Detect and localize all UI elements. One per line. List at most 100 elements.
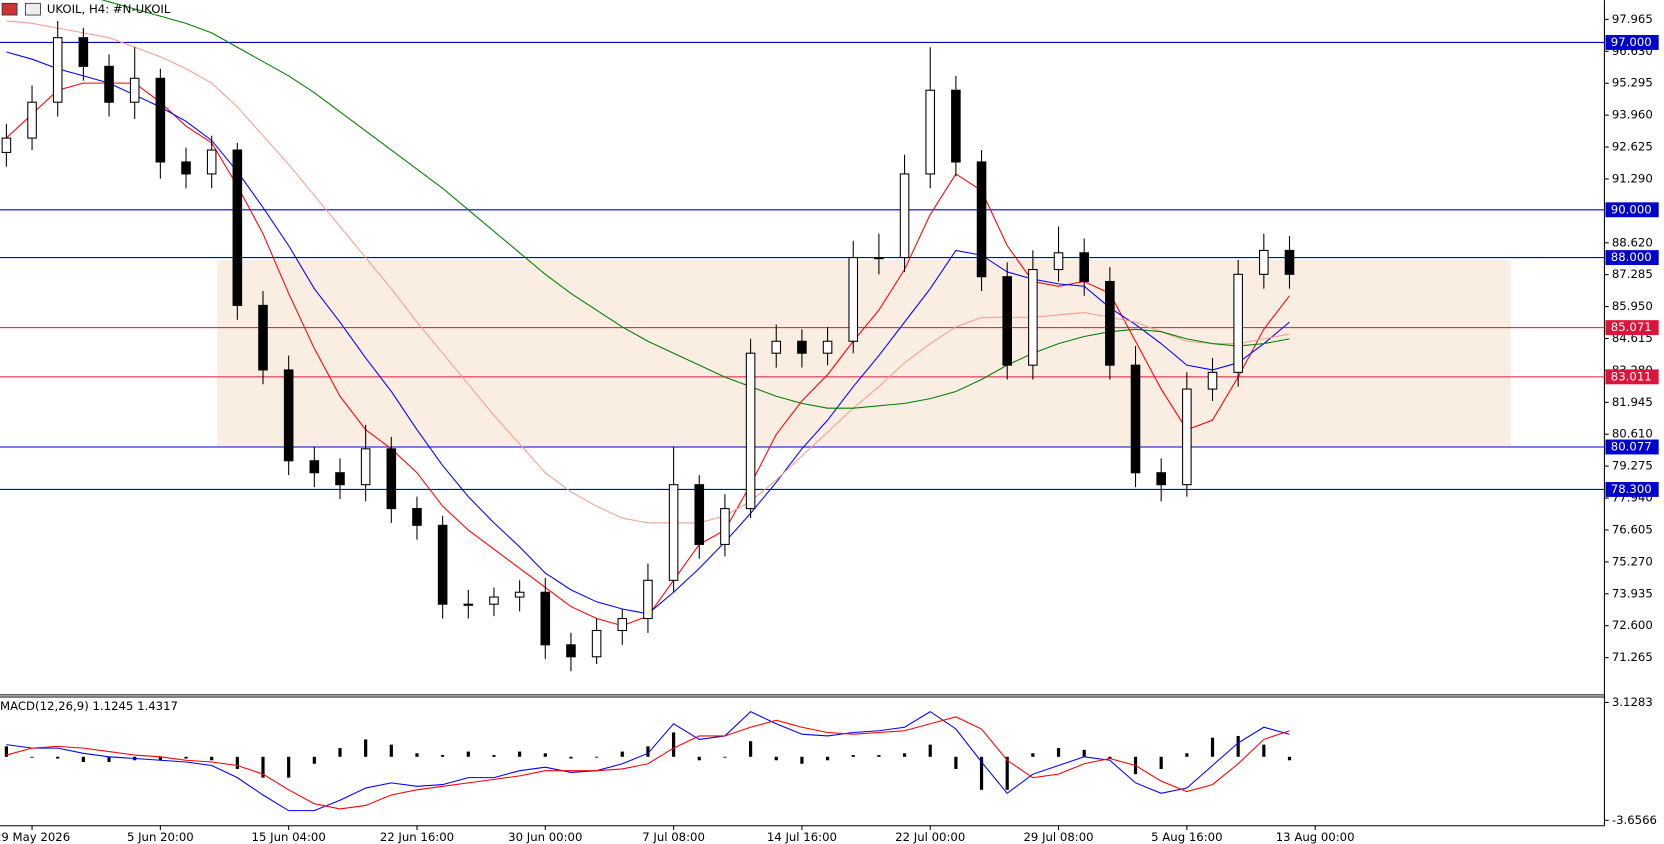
histogram-bar [56, 756, 60, 759]
macd-line [6, 716, 1290, 810]
histogram-bar [1236, 735, 1240, 757]
candle-body [27, 101, 37, 139]
histogram-bar [620, 751, 624, 757]
y-tick-label: 79.275 [1612, 459, 1653, 473]
candle-body [1028, 269, 1038, 366]
x-tick-label: 29 Jul 08:00 [1023, 830, 1093, 844]
candle-body [258, 304, 268, 371]
level-label-box [1605, 320, 1659, 336]
zone [217, 259, 1511, 447]
candle-body [1079, 252, 1089, 283]
candle-body [540, 591, 551, 646]
histogram-bar [389, 744, 393, 757]
candle-body [463, 603, 474, 606]
candle-body [848, 257, 859, 342]
candle-body [1105, 280, 1115, 366]
candle-body [617, 618, 628, 632]
histogram-bar [723, 756, 727, 758]
x-tick-label: 5 Jun 20:00 [127, 830, 194, 844]
y-tick-label: -3.6566 [1612, 813, 1657, 827]
histogram-bar [1108, 756, 1112, 759]
histogram-bar [954, 756, 958, 769]
macd-line [6, 710, 1290, 812]
histogram-bar [902, 753, 907, 757]
x-tick-label: 13 Aug 00:00 [1276, 830, 1355, 844]
candle-body [566, 644, 576, 658]
x-tick-label: 7 Jul 08:00 [642, 830, 705, 844]
y-tick-label: 73.935 [1612, 586, 1653, 600]
histogram-bar [364, 739, 368, 757]
candle-body [206, 149, 217, 175]
chart-title: UKOIL, H4: #N-UKOIL [47, 2, 171, 16]
candle-body [694, 484, 705, 545]
macd-panel [4, 710, 1292, 812]
candle-body [283, 369, 294, 462]
histogram-bar [4, 746, 8, 757]
histogram-bar [928, 744, 932, 757]
histogram-bar [697, 756, 701, 761]
candle-body [1, 137, 12, 153]
histogram-bar [646, 746, 650, 757]
histogram-bar [774, 756, 778, 761]
x-tick-label: 30 Jun 00:00 [508, 830, 582, 844]
candle-body [104, 65, 114, 103]
timeframe-icon [25, 2, 41, 16]
y-tick-label: 80.610 [1612, 427, 1653, 441]
level-label: 83.011 [1611, 369, 1652, 383]
histogram-bar [979, 756, 984, 790]
candle-body [412, 508, 422, 526]
histogram-bar [748, 741, 753, 757]
histogram-bar [851, 755, 855, 757]
y-tick-label: 88.620 [1612, 235, 1653, 249]
symbol-icon [1, 2, 18, 16]
histogram-bar [1056, 748, 1061, 757]
level-label: 80.077 [1611, 439, 1652, 453]
y-tick-label: 93.960 [1612, 108, 1653, 122]
y-tick-label: 95.295 [1612, 76, 1653, 90]
histogram-bar [261, 756, 265, 778]
y-tick-label: 71.265 [1612, 650, 1653, 664]
x-tick-label: 22 Jun 16:00 [380, 830, 454, 844]
histogram-bar [415, 753, 419, 757]
level-label-box [1605, 35, 1659, 50]
candle-body [874, 257, 884, 260]
histogram-bar [492, 755, 496, 757]
candle-body [925, 89, 936, 175]
candle-body [232, 149, 243, 306]
histogram-bar [825, 756, 830, 761]
axes: 97.96596.63095.29593.96092.62591.29088.6… [0, 12, 1659, 844]
x-tick-label: 22 Jul 00:00 [895, 830, 965, 844]
histogram-bar [184, 756, 188, 759]
x-tick-label: 14 Jul 16:00 [767, 830, 837, 844]
candle-body [129, 77, 140, 103]
histogram-bar [30, 756, 34, 758]
candle-body [643, 579, 653, 620]
histogram-bar [543, 753, 547, 757]
candle-body [386, 448, 397, 510]
histogram-bar [518, 751, 522, 757]
histogram-bar [672, 732, 676, 757]
candle-body [1259, 249, 1269, 275]
level-label: 90.000 [1611, 202, 1652, 216]
candle-body [1207, 371, 1218, 390]
level-label-box [1605, 250, 1659, 266]
candle-body [52, 37, 63, 103]
candle-body [1130, 364, 1141, 474]
histogram-bar [1082, 749, 1086, 757]
histogram-bar [1262, 744, 1266, 757]
candle-body [437, 524, 448, 605]
candle-body [822, 340, 833, 354]
histogram-bar [158, 756, 162, 761]
candle-body [591, 629, 602, 658]
candle-body [360, 448, 371, 486]
y-tick-label: 85.950 [1612, 299, 1653, 313]
level-label: 97.000 [1611, 35, 1652, 49]
histogram-bar [107, 756, 111, 763]
histogram-bar [338, 748, 342, 757]
candle-body [1156, 472, 1166, 486]
candle-body [1233, 273, 1243, 373]
candle-body [155, 77, 166, 163]
histogram-bar [595, 756, 599, 758]
candle-body [745, 352, 756, 510]
